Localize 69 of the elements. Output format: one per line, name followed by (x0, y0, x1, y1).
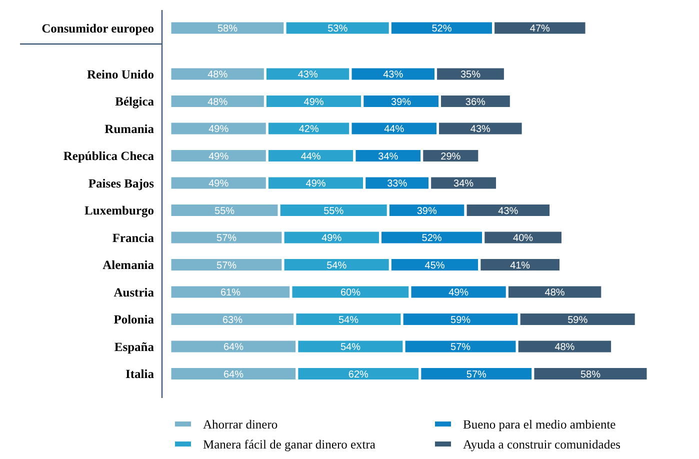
data-label: 29% (440, 151, 461, 162)
y-tick-label: República Checa (63, 149, 155, 164)
data-label: 52% (432, 24, 452, 34)
data-label: 54% (338, 314, 359, 326)
data-label: 58% (218, 24, 238, 34)
data-label: 54% (326, 260, 347, 272)
data-label: 62% (348, 369, 369, 380)
data-label: 48% (544, 288, 565, 298)
data-label: 43% (298, 70, 318, 80)
legend-label: Ayuda a construir comunidades (463, 437, 621, 452)
data-label: 36% (465, 96, 486, 108)
data-label: 39% (391, 96, 412, 108)
data-label: 49% (306, 178, 326, 190)
data-label: 64% (223, 342, 244, 353)
data-label: 49% (304, 96, 324, 108)
data-label: 44% (300, 151, 321, 162)
data-label: 55% (214, 206, 235, 217)
y-tick-label: Alemania (102, 258, 155, 272)
data-label: 49% (322, 233, 342, 244)
data-label: 57% (216, 260, 237, 272)
data-label: 52% (422, 233, 442, 244)
data-label: 49% (208, 124, 229, 135)
data-label: 49% (208, 178, 229, 190)
data-label: 33% (387, 178, 408, 190)
legend-label: Ahorrar dinero (203, 417, 278, 432)
data-label: 35% (460, 70, 481, 80)
data-label: 49% (448, 288, 469, 298)
y-tick-label: Paises Bajos (88, 176, 154, 190)
legend-label: Manera fácil de ganar dinero extra (203, 437, 376, 452)
y-tick-label: Consumidor europeo (42, 21, 154, 36)
data-label: 55% (324, 206, 344, 217)
data-label: 59% (568, 314, 588, 326)
y-tick-label: Italia (126, 367, 155, 382)
data-label: 48% (208, 70, 228, 80)
data-label: 64% (223, 369, 244, 380)
data-label: 57% (216, 233, 237, 244)
data-label: 42% (298, 124, 319, 135)
y-tick-label: Rumania (104, 122, 155, 136)
data-label: 63% (222, 314, 243, 326)
y-tick-label: Luxemburgo (84, 204, 154, 218)
y-tick-label: Austria (114, 285, 155, 300)
data-label: 49% (208, 151, 229, 162)
data-label: 53% (328, 24, 348, 34)
y-tick-label: Reino Unido (86, 67, 154, 82)
data-label: 57% (466, 369, 487, 380)
data-label: 43% (470, 124, 491, 135)
y-tick-label: Bélgica (115, 94, 155, 109)
data-label: 57% (450, 342, 471, 353)
data-label: 61% (220, 288, 241, 298)
data-label: 34% (454, 178, 474, 190)
data-label: 59% (450, 314, 471, 326)
legend-label: Bueno para el medio ambiente (463, 417, 616, 432)
data-label: 43% (383, 70, 404, 80)
data-label: 47% (530, 24, 550, 34)
data-label: 41% (510, 260, 530, 272)
data-label: 54% (340, 342, 361, 353)
data-label: 45% (424, 260, 445, 272)
data-label: 48% (554, 342, 575, 353)
data-label: 60% (340, 288, 361, 298)
data-label: 40% (513, 233, 534, 244)
data-label: 48% (208, 96, 228, 108)
data-label: 58% (580, 369, 601, 380)
y-tick-label: Francia (112, 230, 155, 245)
data-label: 39% (416, 206, 437, 217)
y-tick-label: España (114, 340, 155, 354)
data-label: 43% (498, 206, 518, 217)
data-label: 44% (384, 124, 404, 135)
data-label: 34% (378, 151, 398, 162)
y-tick-label: Polonia (114, 312, 155, 327)
